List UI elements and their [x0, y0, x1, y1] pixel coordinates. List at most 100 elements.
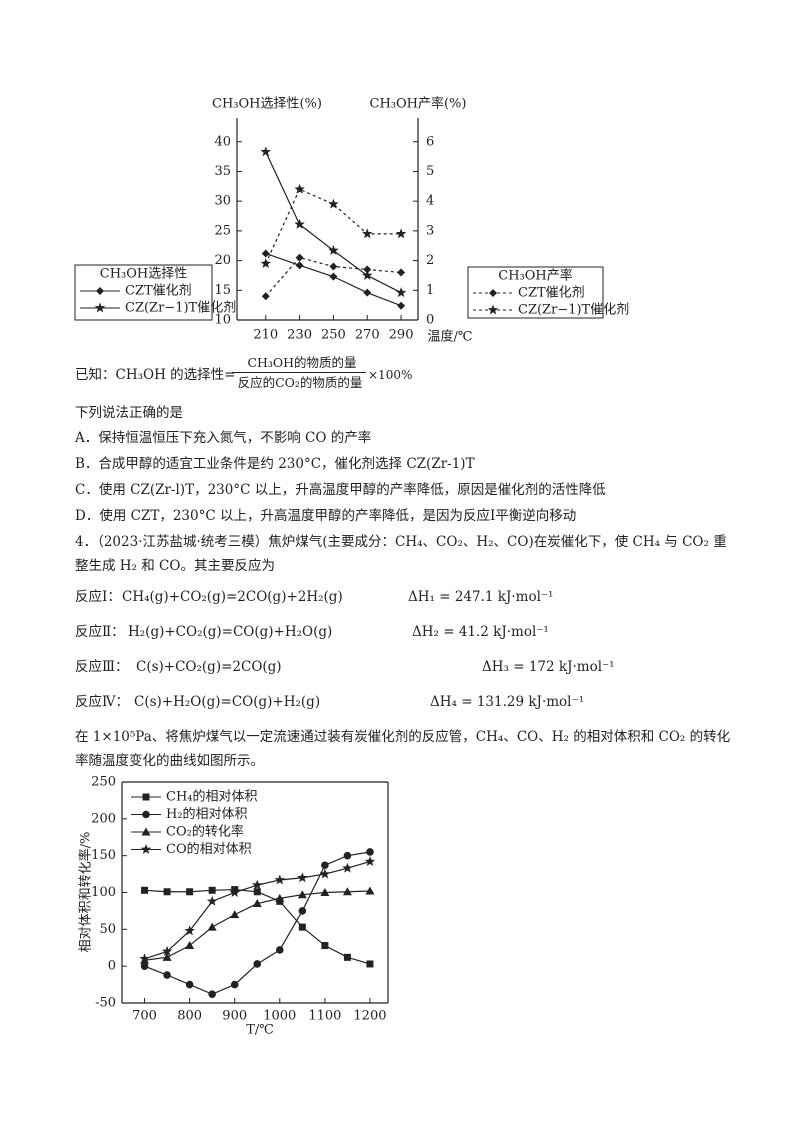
y-tick-label: 50 — [99, 922, 116, 937]
y2-axis-label: CH₃OH产率(%) — [370, 96, 467, 112]
data-point — [139, 953, 150, 964]
y2-tick-label: 2 — [426, 253, 434, 268]
data-point — [363, 265, 372, 274]
data-point — [206, 895, 218, 906]
x-tick-label: 1200 — [353, 1009, 386, 1024]
legend-label: H₂的相对体积 — [166, 806, 248, 822]
reaction-equation: CH₄(g)+CO₂(g)=2CO(g)+2H₂(g) — [122, 589, 343, 605]
data-point — [366, 848, 374, 856]
legend-label: CO的相对体积 — [166, 841, 252, 857]
data-point — [275, 893, 285, 902]
data-point — [275, 946, 284, 954]
data-point — [362, 269, 373, 280]
question-text: 4．（2023·江苏盐城·统考三模）焦炉煤气(主要成分：CH₄、CO₂、H₂、C… — [75, 534, 727, 550]
data-point — [298, 907, 307, 915]
y-tick-label: 0 — [108, 959, 116, 974]
y-tick-label: 150 — [91, 848, 116, 863]
question-prompt: 下列说法正确的是 — [75, 405, 183, 421]
option: B．合成甲醇的适宜工业条件是约 230°C，催化剂选择 CZ(Zr-1)T — [75, 456, 475, 472]
y2-tick-label: 6 — [426, 134, 434, 149]
x-tick-label: 210 — [253, 328, 278, 343]
data-point — [261, 292, 270, 301]
data-point — [365, 886, 375, 895]
data-point — [208, 886, 216, 894]
reaction-enthalpy: ΔH₃ = 172 kJ·mol⁻¹ — [482, 659, 615, 675]
y2-tick-label: 1 — [426, 283, 434, 298]
y2-tick-label: 3 — [426, 223, 434, 238]
data-point — [294, 218, 305, 229]
data-point — [252, 899, 262, 908]
reaction-label: 反应Ⅳ： — [75, 694, 129, 710]
data-point — [297, 872, 308, 883]
data-point — [253, 888, 261, 896]
x-tick-label: 270 — [355, 328, 380, 343]
y-tick-label: 250 — [91, 775, 116, 790]
y-tick-label: 25 — [214, 223, 231, 238]
data-point — [207, 922, 217, 931]
y-tick-label: 35 — [214, 164, 231, 179]
x-tick-label: 1100 — [308, 1009, 341, 1024]
data-point — [321, 861, 329, 870]
legend-marker — [487, 304, 499, 315]
data-point — [343, 851, 352, 860]
x-axis-label: T/℃ — [246, 1023, 274, 1038]
x-tick-label: 900 — [222, 1009, 247, 1024]
conditions-text: 在 1×10⁵Pa、将焦炉煤气以一定流速通过装有炭催化剂的反应管，CH₄、CO、… — [75, 729, 731, 745]
legend-label: CZT催化剂 — [125, 284, 192, 299]
reaction-label: 反应Ⅱ： — [75, 624, 125, 640]
legend-label: CZT催化剂 — [518, 286, 585, 301]
x-axis-label: 温度/℃ — [428, 329, 473, 345]
reaction-equation: H₂(g)+CO₂(g)=CO(g)+H₂O(g) — [128, 624, 333, 640]
y-tick-label: 200 — [91, 811, 116, 826]
data-point — [366, 960, 374, 968]
data-point — [395, 287, 407, 298]
data-point — [260, 146, 271, 157]
legend-title: CH₃OH选择性 — [100, 267, 188, 282]
legend-marker — [141, 827, 151, 836]
data-point — [260, 258, 271, 269]
data-point — [319, 868, 331, 879]
data-point — [141, 886, 149, 894]
legend-label: CH₄的相对体积 — [166, 789, 258, 805]
legend-label: CZ(Zr−1)T催化剂 — [518, 303, 629, 318]
series-line — [265, 151, 402, 294]
reaction-enthalpy: ΔH₄ = 131.29 kJ·mol⁻¹ — [430, 694, 585, 710]
reaction-equation: C(s)+H₂O(g)=CO(g)+H₂(g) — [134, 694, 321, 710]
x-tick-label: 230 — [287, 328, 312, 343]
data-point — [329, 272, 338, 281]
data-point — [140, 962, 149, 970]
data-point — [230, 980, 239, 989]
data-point — [230, 910, 240, 919]
data-point — [363, 288, 372, 297]
y2-tick-label: 5 — [426, 164, 434, 179]
reaction-enthalpy: ΔH₁ = 247.1 kJ·mol⁻¹ — [408, 589, 554, 605]
question-text: 整生成 H₂ 和 CO。其主要反应为 — [75, 558, 275, 574]
data-point — [252, 879, 263, 890]
y2-tick-label: 0 — [426, 313, 434, 328]
data-point — [397, 268, 406, 277]
y-axis-label: 相对体积和转化率/% — [78, 832, 94, 953]
legend-marker — [489, 289, 497, 297]
legend-marker — [94, 302, 106, 313]
x-tick-label: 290 — [389, 328, 414, 343]
series-line — [144, 851, 371, 995]
x-tick-label: 800 — [177, 1009, 202, 1024]
data-point — [295, 261, 304, 270]
data-point — [274, 874, 286, 885]
reaction-equation: C(s)+CO₂(g)=2CO(g) — [136, 659, 282, 675]
y-tick-label: 10 — [214, 313, 231, 328]
option: D．使用 CZT，230°C 以上，升高温度甲醇的产率降低，是因为反应Ⅰ平衡逆向… — [75, 508, 577, 524]
reaction-enthalpy: ΔH₂ = 41.2 kJ·mol⁻¹ — [412, 624, 549, 640]
data-point — [343, 953, 351, 961]
data-point — [185, 980, 194, 989]
data-point — [163, 971, 171, 979]
option: C．使用 CZ(Zr-l)T，230°C 以上，升高温度甲醇的产率降低，原因是催… — [75, 482, 606, 498]
data-point — [295, 253, 304, 262]
data-point — [208, 990, 216, 998]
data-point — [261, 249, 270, 258]
conditions-text: 率随温度变化的曲线如图所示。 — [75, 753, 264, 769]
definition-prefix: 已知：CH₃OH 的选择性= — [75, 367, 236, 383]
legend-marker — [140, 844, 152, 854]
series-line — [144, 860, 371, 960]
